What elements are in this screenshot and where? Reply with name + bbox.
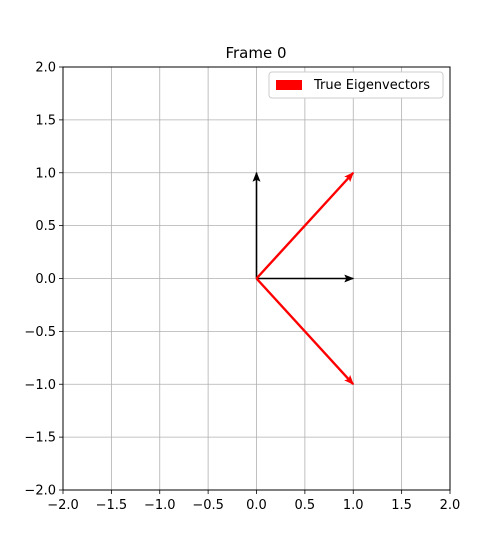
legend: True Eigenvectors — [268, 71, 444, 99]
x-tick-label: 1.0 — [343, 498, 364, 513]
x-tick-label: −2.0 — [47, 498, 79, 513]
y-tick-label: −2.0 — [24, 484, 56, 499]
x-tick-label: −1.0 — [144, 498, 176, 513]
y-tick-label: −1.0 — [24, 378, 56, 393]
chart-title: Frame 0 — [225, 44, 286, 62]
x-tick-label: −0.5 — [192, 498, 224, 513]
x-tick-label: −1.5 — [96, 498, 128, 513]
legend-swatch — [276, 80, 302, 90]
y-tick-label: 2.0 — [35, 61, 56, 76]
x-tick-label: 2.0 — [440, 498, 461, 513]
x-tick-label: 0.5 — [295, 498, 316, 513]
y-tick-label: −1.5 — [24, 431, 56, 446]
eigenvector-arrow — [255, 171, 355, 280]
axis-ticks: −2.0 −1.5 −1.0 −0.5 0.0 0.5 1.0 1.5 2.0 −2.0 −1.5 −… — [24, 61, 460, 514]
plot-frame — [62, 66, 451, 491]
vector-layer — [252, 171, 355, 386]
legend-box — [268, 71, 444, 99]
y-tick-label: −0.5 — [24, 325, 56, 340]
y-tick-label: 0.0 — [35, 272, 56, 287]
x-tick-label: 1.5 — [391, 498, 412, 513]
x-tick-label: 0.0 — [246, 498, 267, 513]
eigenvector-arrow — [255, 277, 355, 386]
y-tick-label: 0.5 — [35, 219, 56, 234]
y-tick-label: 1.5 — [35, 113, 56, 128]
legend-label: True Eigenvectors — [313, 78, 430, 93]
y-tick-label: 1.0 — [35, 166, 56, 181]
